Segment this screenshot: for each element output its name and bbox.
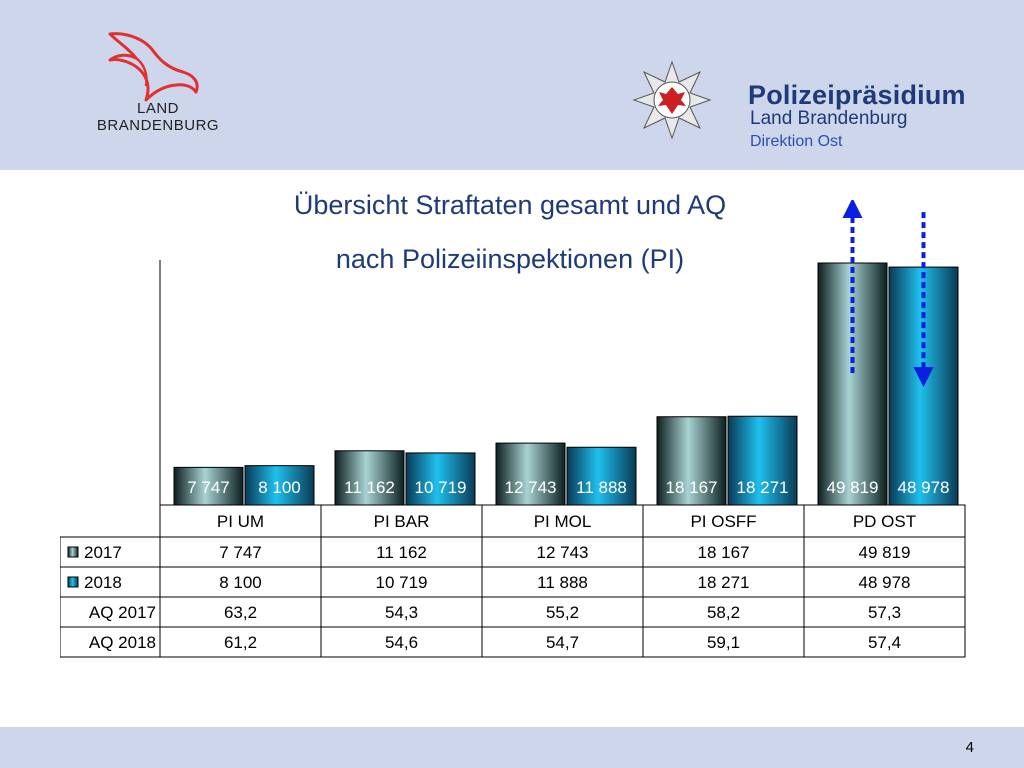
cell-aq-2017-pi-bar: 54,3 [385,603,418,622]
bar-pi-bar-2018 [405,452,476,506]
cell-2017-pi-mol: 12 743 [537,543,589,562]
legend-label-2017: 2017 [84,543,122,562]
bar-pd-ost-2017 [817,262,888,506]
slide-title-line-2: nach Polizeiinspektionen (PI) [335,244,685,274]
cell-aq-2017-pi-mol: 55,2 [546,603,579,622]
cell-aq-2018-pi-osff: 59,1 [707,633,740,652]
cell-2017-pi-bar: 11 162 [376,543,427,562]
cell-aq-2017-pd-ost: 57,3 [868,603,901,622]
bar-label-pi-osff-2018: 18 271 [737,478,789,497]
cell-2018-pi-mol: 11 888 [537,573,588,592]
land-brandenburg-logo: LAND BRANDENBURG [88,30,228,140]
slide-title: Übersicht Straftaten gesamt und AQ nach … [220,178,800,286]
cell-2017-pi-osff: 18 167 [698,543,750,562]
category-label-pi-osff: PI OSFF [690,512,756,531]
cell-aq-2018-pd-ost: 57,4 [868,633,901,652]
slide-title-line-1: Übersicht Straftaten gesamt und AQ [293,190,727,220]
eagle-icon [108,32,199,102]
police-star-icon [632,60,712,140]
cell-2017-pd-ost: 49 819 [859,543,911,562]
legend-swatch-2018 [67,576,79,588]
bar-pi-um-2018 [244,465,315,506]
cell-2018-pd-ost: 48 978 [859,573,911,592]
bar-label-pi-osff-2017: 18 167 [666,478,718,497]
cell-2018-pi-osff: 18 271 [698,573,750,592]
table-row [60,566,966,598]
bar-label-pi-bar-2018: 10 719 [415,478,467,497]
bar-label-pd-ost-2017: 49 819 [827,478,879,497]
cell-2018-pi-bar: 10 719 [376,573,428,592]
cell-aq-2017-pi-um: 63,2 [224,603,257,622]
cell-aq-2018-pi-um: 61,2 [224,633,257,652]
cell-2017-pi-um: 7 747 [219,543,262,562]
bar-pi-bar-2017 [334,450,405,506]
bar-pi-mol-2017 [495,442,566,506]
org-title: Polizeipräsidium [748,80,966,110]
land-logo-line-1: LAND [136,100,179,117]
page-number: 4 [965,739,974,756]
category-label-pd-ost: PD OST [853,512,916,531]
bar-pi-osff-2018 [727,415,798,506]
cell-aq-2018-pi-bar: 54,6 [385,633,418,652]
bar-label-pi-mol-2018: 11 888 [576,478,627,497]
category-label-pi-mol: PI MOL [534,512,592,531]
bar-pi-mol-2018 [566,446,637,506]
footer-band: 4 [0,727,1024,768]
category-label-pi-um: PI UM [217,512,264,531]
bar-pi-um-2017 [173,466,244,506]
header-band: LAND BRANDENBURG Polizeipräsidium Land B… [0,0,1024,170]
bar-label-pi-mol-2017: 12 743 [505,478,557,497]
legend-label-2018: 2018 [84,573,122,592]
bar-label-pi-um-2017: 7 747 [187,478,230,497]
table-row [60,596,966,628]
bar-label-pd-ost-2018: 48 978 [898,478,950,497]
crime-statistics-chart: 7 747 8 100 11 162 10 719 12 743 11 888 18 167… [60,200,966,658]
cell-aq-2018-pi-mol: 54,7 [546,633,579,652]
bar-pi-osff-2017 [656,416,727,506]
bar-label-pi-um-2018: 8 100 [258,478,301,497]
category-label-pi-bar: PI BAR [374,512,430,531]
land-logo-line-2: BRANDENBURG [96,117,220,134]
table-row [60,536,966,568]
cell-aq-2017-pi-osff: 58,2 [707,603,740,622]
cell-2018-pi-um: 8 100 [219,573,262,592]
legend-swatch-2017 [67,546,79,558]
bar-label-pi-bar-2017: 11 162 [344,478,395,497]
row-label-aq-2018: AQ 2018 [89,633,156,652]
row-label-aq-2017: AQ 2017 [89,603,156,622]
org-division: Direktion Ost [750,133,843,150]
table-row [60,626,966,658]
org-subtitle: Land Brandenburg [750,108,908,129]
